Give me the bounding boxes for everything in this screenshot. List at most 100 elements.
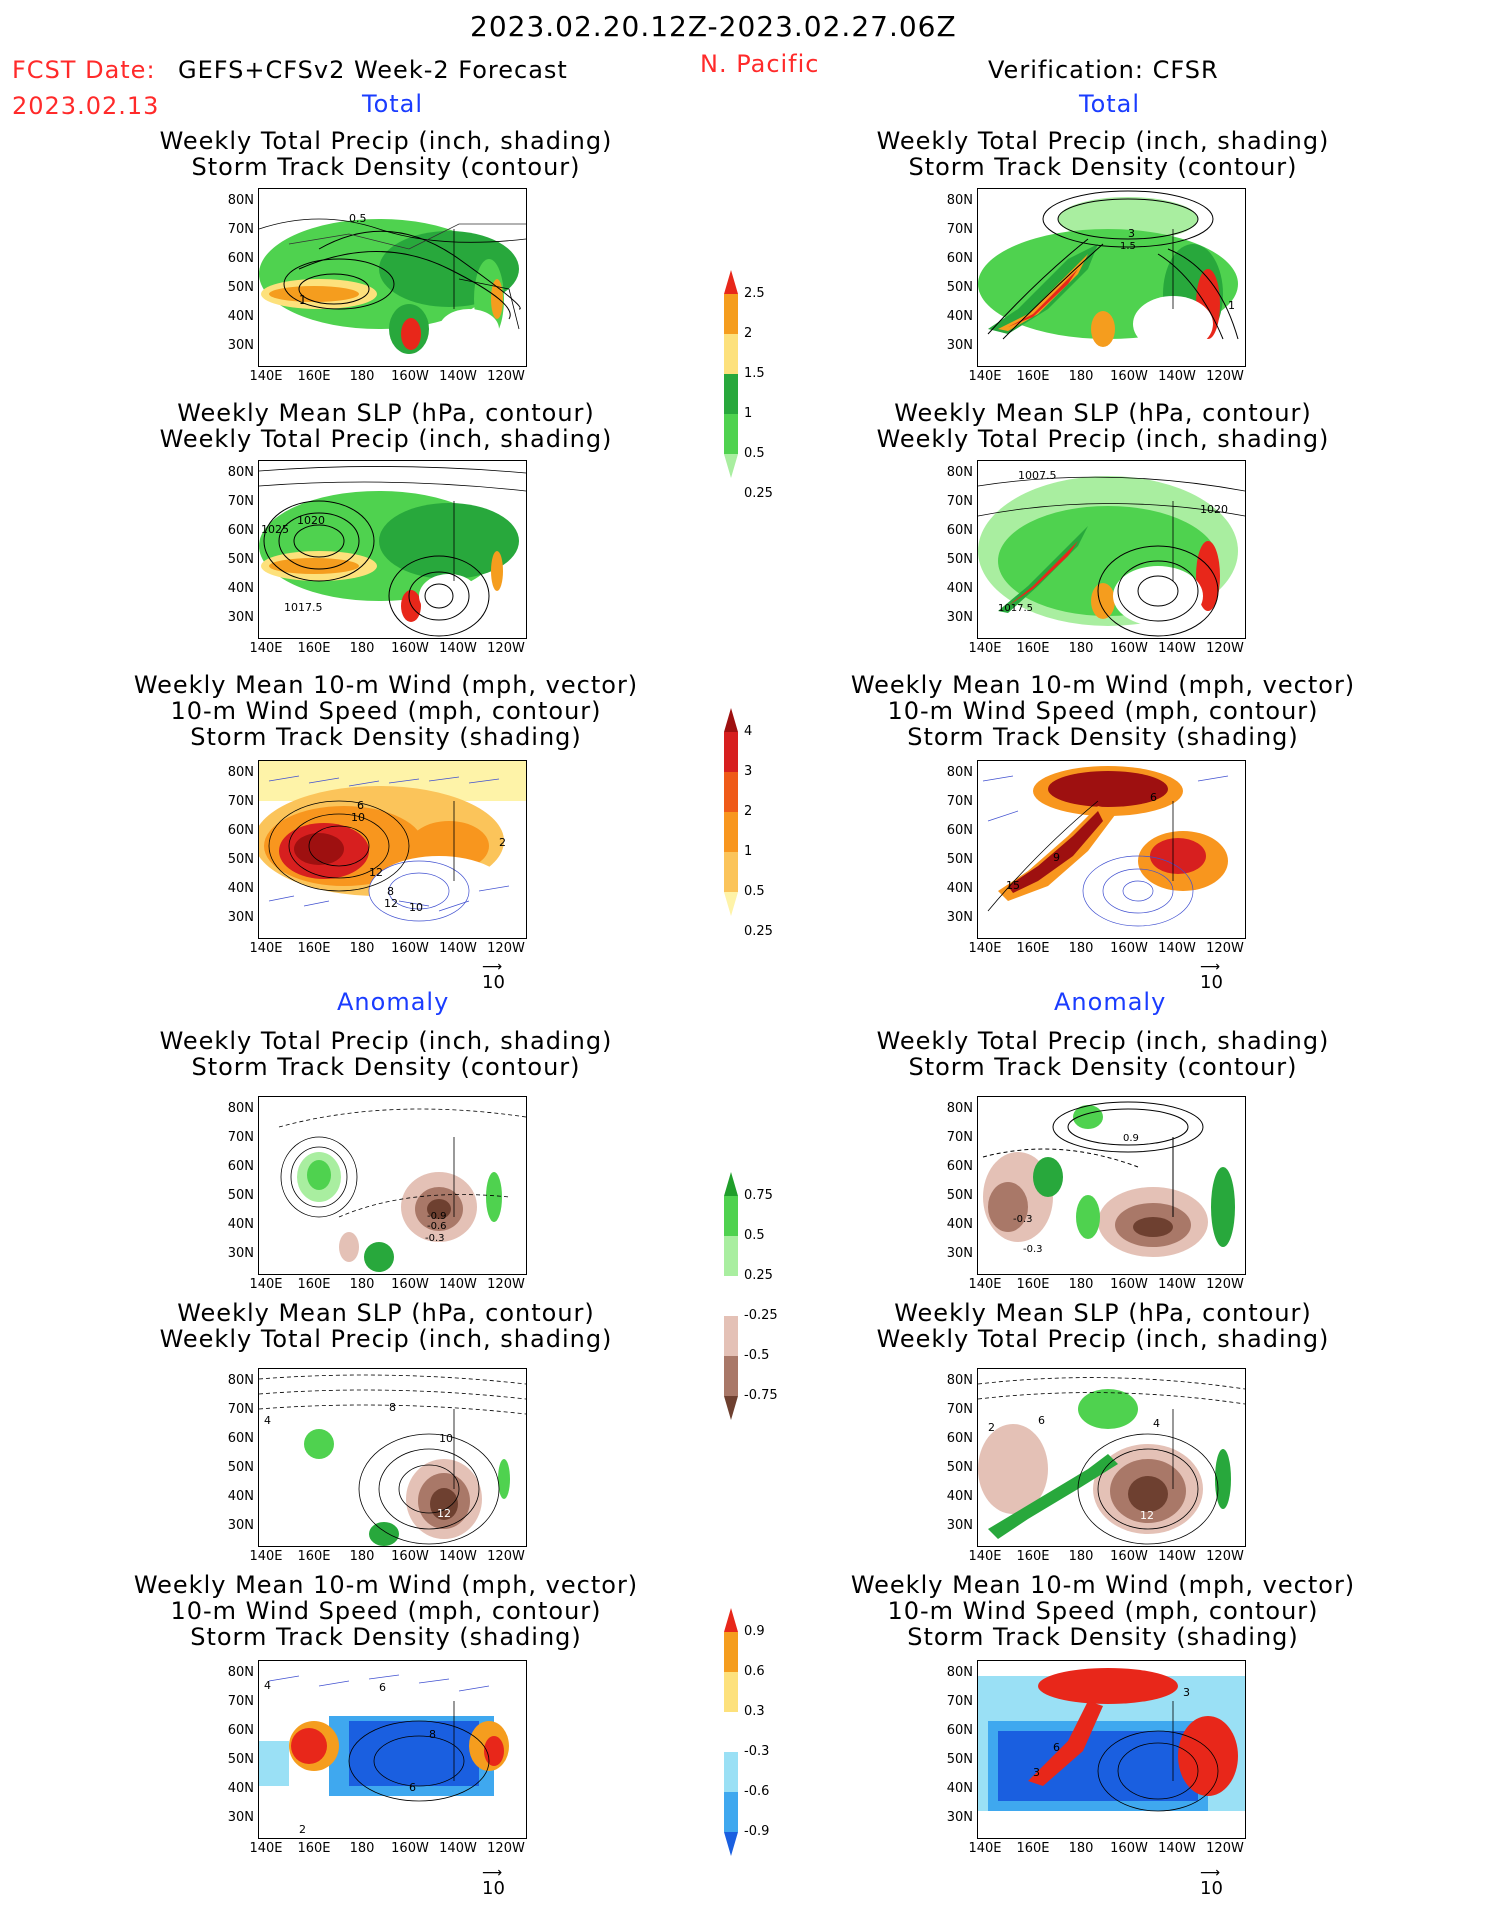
- colorbar-tick-label: -0.75: [744, 1388, 778, 1403]
- colorbar-segment: [724, 812, 738, 852]
- lon-label: 120W: [1206, 1841, 1244, 1856]
- contour-label: 8: [429, 1728, 436, 1741]
- vector-ref-p5: ⟶ 10: [482, 960, 505, 993]
- lon-label: 160W: [1110, 1277, 1148, 1292]
- lon-label: 140E: [249, 369, 283, 384]
- lon-label: 160W: [391, 369, 429, 384]
- lat-label: 30N: [227, 1810, 254, 1825]
- colorbar-bottom-triangle: [724, 1832, 738, 1856]
- lon-label: 140W: [1158, 941, 1196, 956]
- lat-label: 50N: [227, 552, 254, 567]
- colorbar-segment: [724, 1276, 738, 1316]
- title-line: Storm Track Density (contour): [908, 1053, 1298, 1081]
- section-total-left: Total: [362, 90, 424, 118]
- colorbar-tick-label: 4: [744, 724, 753, 739]
- lat-label: 60N: [227, 823, 254, 838]
- colorbar-tick-label: 2: [744, 804, 753, 819]
- title-p12: Weekly Mean 10-m Wind (mph, vector) 10-m…: [823, 1572, 1383, 1650]
- map-svg: 1007.5 1020 1017.5: [978, 469, 1245, 637]
- lat-label: 40N: [946, 1781, 973, 1796]
- lat-label: 80N: [227, 193, 254, 208]
- lon-label: 160E: [297, 1549, 331, 1564]
- colorbar-segment: [724, 1356, 738, 1396]
- colorbar-tick-label: 0.3: [744, 1704, 765, 1719]
- lon-label: 160E: [1016, 369, 1050, 384]
- section-anomaly-left: Anomaly: [337, 988, 450, 1016]
- lat-label: 80N: [227, 1101, 254, 1116]
- colorbar-segment: [724, 1672, 738, 1712]
- fcst-date-value: 2023.02.13: [12, 92, 160, 120]
- lon-label: 160W: [391, 1277, 429, 1292]
- map-panel-wind-storm-total-fcst: 10 6 12 8 12 10 2: [258, 760, 527, 939]
- title-line: Storm Track Density (shading): [907, 723, 1299, 751]
- map-panel-slp-precip-total-fcst: 1020 1025 1017.5: [258, 460, 527, 639]
- lat-label: 40N: [227, 581, 254, 596]
- lat-label: 60N: [946, 251, 973, 266]
- lon-label: 160W: [1110, 941, 1148, 956]
- lat-label: 40N: [946, 1489, 973, 1504]
- map-svg: 0.9 -0.3 -0.3: [982, 1101, 1235, 1257]
- lat-label: 80N: [227, 1665, 254, 1680]
- contour-label: 6: [1150, 791, 1157, 804]
- colorbar-segment: [724, 852, 738, 892]
- title-p7: Weekly Total Precip (inch, shading) Stor…: [106, 1028, 666, 1080]
- contour-label: 4: [1153, 1417, 1160, 1430]
- lat-label: 60N: [227, 1723, 254, 1738]
- lat-label: 60N: [227, 1431, 254, 1446]
- map-svg: 0.5 1: [259, 212, 526, 354]
- lon-label: 140W: [439, 369, 477, 384]
- fcst-date-label: FCST Date:: [12, 56, 156, 84]
- lat-label: 50N: [227, 1460, 254, 1475]
- title-line: Storm Track Density (shading): [190, 723, 582, 751]
- title-line: Weekly Total Precip (inch, shading): [876, 127, 1330, 155]
- arrow-right-icon: ⟶: [1200, 959, 1221, 975]
- title-line: Weekly Total Precip (inch, shading): [159, 1027, 613, 1055]
- lat-label: 80N: [227, 465, 254, 480]
- map-svg: 4 2 6 12: [978, 1377, 1245, 1545]
- lon-label: 140E: [249, 941, 283, 956]
- map-svg: 10 6 12 8 12 10 2: [259, 761, 526, 926]
- colorbar-tick-label: 2.5: [744, 286, 765, 301]
- lat-label: 50N: [946, 1188, 973, 1203]
- arrow-right-icon: ⟶: [1200, 1865, 1221, 1881]
- section-total-right: Total: [1079, 90, 1141, 118]
- lon-label: 140E: [968, 1841, 1002, 1856]
- map-svg: 8 10 12 4: [259, 1374, 526, 1546]
- lon-label: 160W: [391, 1549, 429, 1564]
- contour-label: 10: [439, 1432, 453, 1445]
- lat-label: 30N: [946, 610, 973, 625]
- colorbar-bottom-triangle: [724, 1396, 738, 1420]
- contour-label: 12: [369, 866, 383, 879]
- lon-label: 140E: [968, 941, 1002, 956]
- colorbar-tick-label: 0.9: [744, 1624, 765, 1639]
- lat-label: 70N: [227, 794, 254, 809]
- colorbar-segment: [724, 1316, 738, 1356]
- lat-label: 40N: [946, 1217, 973, 1232]
- lat-label: 30N: [946, 1810, 973, 1825]
- lat-label: 30N: [227, 1518, 254, 1533]
- map-panel-slp-precip-total-verif: 1007.5 1020 1017.5: [977, 460, 1246, 639]
- contour-label: -0.6: [427, 1221, 447, 1232]
- contour-label: 12: [437, 1507, 451, 1520]
- contour-label: -0.3: [1013, 1214, 1033, 1225]
- colorbar-tick-label: 2: [744, 326, 753, 341]
- lon-label: 180: [349, 941, 375, 956]
- lon-label: 180: [1068, 641, 1094, 656]
- lat-label: 70N: [227, 494, 254, 509]
- map-panel-precip-storm-total-fcst: 0.5 1: [258, 188, 527, 367]
- lon-label: 140E: [968, 1277, 1002, 1292]
- colorbar-segment: [724, 294, 738, 334]
- lat-label: 70N: [227, 1402, 254, 1417]
- lat-label: 70N: [946, 1694, 973, 1709]
- title-line: Weekly Mean 10-m Wind (mph, vector): [133, 1571, 639, 1599]
- lon-label: 120W: [1206, 1549, 1244, 1564]
- lat-label: 30N: [227, 610, 254, 625]
- lat-label: 40N: [227, 309, 254, 324]
- lat-label: 30N: [946, 338, 973, 353]
- map-svg: 6 8 6 2 4: [259, 1674, 509, 1836]
- contour-label: 1025: [261, 523, 289, 536]
- title-p6: Weekly Mean 10-m Wind (mph, vector) 10-m…: [823, 672, 1383, 750]
- lon-label: 140W: [1158, 1549, 1196, 1564]
- lon-label: 140W: [1158, 641, 1196, 656]
- lat-label: 80N: [946, 1101, 973, 1116]
